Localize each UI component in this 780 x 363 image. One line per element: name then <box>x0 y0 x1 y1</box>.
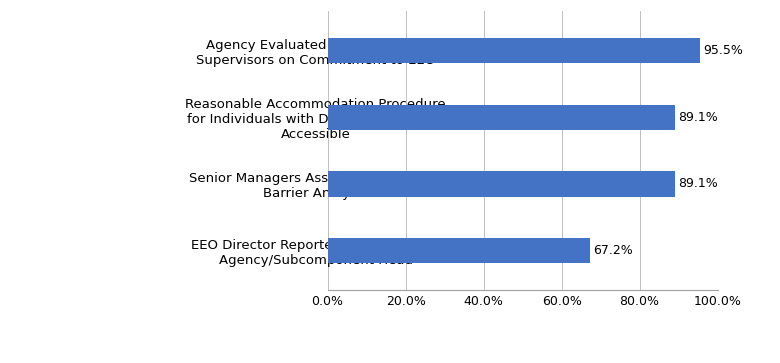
Text: 95.5%: 95.5% <box>703 44 743 57</box>
Bar <box>328 105 675 130</box>
Text: 89.1%: 89.1% <box>678 111 718 124</box>
Text: 89.1%: 89.1% <box>678 178 718 191</box>
Bar <box>328 38 700 64</box>
Bar <box>328 238 590 263</box>
Text: 67.2%: 67.2% <box>593 244 633 257</box>
Bar <box>328 171 675 197</box>
